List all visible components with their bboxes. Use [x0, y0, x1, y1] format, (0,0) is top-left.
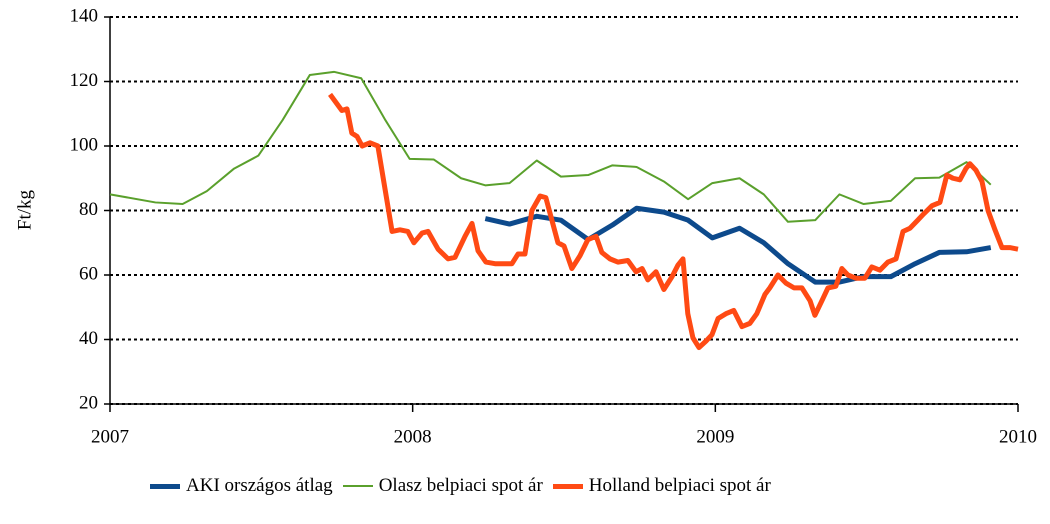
y-tick-label: 20 [79, 392, 98, 413]
x-tick-label: 2008 [394, 426, 432, 447]
x-tick-label: 2007 [91, 426, 129, 447]
x-tick-label: 2009 [696, 426, 734, 447]
y-tick-label: 140 [70, 5, 99, 26]
x-tick-label: 2010 [999, 426, 1037, 447]
legend-item: Holland belpiaci spot ár [552, 474, 771, 498]
y-tick-label: 80 [79, 199, 98, 220]
y-tick-label: 100 [70, 134, 99, 155]
legend-swatch [552, 483, 583, 489]
y-tick-label: 60 [79, 263, 98, 284]
y-axis-label: Ft/kg [14, 189, 35, 230]
legend-label: Holland belpiaci spot ár [588, 475, 771, 496]
y-tick-label: 120 [70, 70, 99, 91]
legend-swatch [342, 485, 373, 487]
y-tick-label: 40 [79, 328, 98, 349]
series-line [109, 70, 992, 223]
legend-label: AKI országos átlag [186, 475, 333, 496]
series-line [484, 205, 992, 285]
chart: Ft/kg 20 40 60 80 100 120 140 2007 2008 2009 2010 [14, 5, 1037, 447]
legend-item: Olasz belpiaci spot ár [342, 474, 543, 498]
legend-label: Olasz belpiaci spot ár [378, 475, 543, 496]
legend: AKI országos átlag Olasz belpiaci spot ár… [150, 474, 781, 498]
legend-item: AKI országos átlag [150, 474, 333, 498]
legend-swatch [150, 483, 180, 489]
series-line [328, 92, 1019, 351]
